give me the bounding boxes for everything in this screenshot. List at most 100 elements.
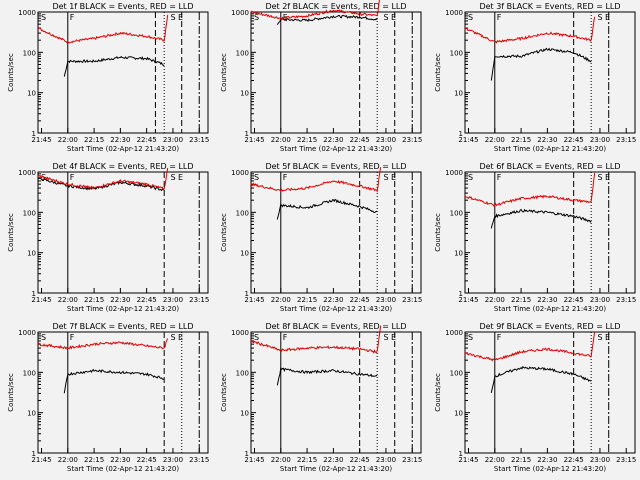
x-tick-label: 21:45 — [244, 136, 264, 144]
marker-label-f: F — [283, 333, 288, 342]
x-axis-label: Start Time (02-Apr-12 21:43:20) — [494, 465, 606, 473]
y-tick-label: 1 — [245, 130, 249, 138]
x-tick-label: 22:00 — [271, 296, 291, 304]
panel-title: Det 7f BLACK = Events, RED = LLD — [52, 322, 193, 331]
x-tick-label: 22:45 — [350, 456, 370, 464]
series-events-line — [276, 14, 378, 25]
x-tick-label: 22:00 — [271, 456, 291, 464]
x-axis-label: Start Time (02-Apr-12 21:43:20) — [280, 465, 392, 473]
x-tick-label: 23:00 — [590, 296, 610, 304]
marker-label-se: S E — [170, 13, 183, 22]
panel-title: Det 6f BLACK = Events, RED = LLD — [479, 162, 620, 171]
plot-frame — [250, 11, 422, 134]
x-tick-label: 22:30 — [537, 296, 557, 304]
x-tick-label: 22:45 — [137, 136, 157, 144]
x-tick-label: 22:30 — [323, 456, 343, 464]
marker-label-f: F — [70, 333, 75, 342]
x-tick-label: 23:00 — [163, 296, 183, 304]
series-events-line — [276, 198, 378, 220]
marker-label-f: F — [497, 13, 502, 22]
y-tick-label: 1000 — [231, 169, 249, 177]
y-tick-label: 1000 — [18, 9, 36, 17]
y-axis-label: Counts/sec — [220, 53, 228, 92]
panel-det-5: Det 5f BLACK = Events, RED = LLD 1 10 100 10… — [220, 162, 422, 313]
y-tick-label: 10 — [240, 250, 249, 258]
x-tick-label: 23:15 — [189, 136, 209, 144]
marker-label-se: S E — [383, 13, 396, 22]
panel-title: Det 2f BLACK = Events, RED = LLD — [265, 2, 406, 11]
y-axis-label: Counts/sec — [220, 373, 228, 412]
series-events-line — [37, 176, 165, 192]
x-tick-label: 21:45 — [458, 136, 478, 144]
x-axis-label: Start Time (02-Apr-12 21:43:20) — [280, 145, 392, 153]
x-tick-label: 22:30 — [110, 456, 130, 464]
y-tick-label: 10 — [240, 410, 249, 418]
y-tick-label: 10 — [454, 250, 463, 258]
x-tick-label: 22:45 — [350, 296, 370, 304]
series-events-line — [63, 368, 165, 394]
x-tick-label: 23:15 — [189, 456, 209, 464]
marker-label-f: F — [70, 173, 75, 182]
panel-det-4: Det 4f BLACK = Events, RED = LLD 1 10 100 10… — [7, 162, 209, 313]
x-tick-label: 22:00 — [271, 136, 291, 144]
y-tick-label: 1 — [32, 450, 36, 458]
x-tick-label: 23:15 — [402, 136, 422, 144]
y-tick-label: 100 — [23, 49, 36, 57]
marker-label-se: S E — [383, 333, 396, 342]
panel-det-8: Det 8f BLACK = Events, RED = LLD 1 10 100 10… — [220, 322, 422, 473]
marker-label-s: S — [254, 13, 259, 22]
y-tick-label: 1000 — [18, 169, 36, 177]
x-tick-label: 22:15 — [297, 136, 317, 144]
x-tick-label: 23:00 — [590, 136, 610, 144]
x-tick-label: 22:30 — [323, 296, 343, 304]
x-tick-label: 21:45 — [458, 456, 478, 464]
x-tick-label: 22:30 — [110, 296, 130, 304]
series-lld-line — [464, 16, 596, 44]
marker-label-s: S — [468, 333, 473, 342]
y-tick-label: 10 — [27, 90, 36, 98]
x-tick-label: 22:45 — [564, 136, 584, 144]
x-tick-label: 22:45 — [564, 456, 584, 464]
y-tick-label: 100 — [23, 209, 36, 217]
plot-frame — [464, 171, 636, 294]
panel-title: Det 4f BLACK = Events, RED = LLD — [52, 162, 193, 171]
x-tick-label: 22:30 — [537, 136, 557, 144]
x-tick-label: 21:45 — [31, 456, 51, 464]
series-lld-line — [464, 331, 596, 362]
x-tick-label: 22:15 — [297, 296, 317, 304]
y-axis-label: Counts/sec — [434, 53, 442, 92]
marker-label-se: S E — [597, 13, 610, 22]
marker-label-f: F — [283, 173, 288, 182]
x-tick-label: 22:00 — [485, 136, 505, 144]
y-tick-label: 10 — [27, 250, 36, 258]
x-tick-label: 22:45 — [137, 296, 157, 304]
y-tick-label: 1000 — [18, 329, 36, 337]
panel-title: Det 3f BLACK = Events, RED = LLD — [479, 2, 620, 11]
x-tick-label: 21:45 — [244, 296, 264, 304]
x-tick-label: 22:00 — [485, 456, 505, 464]
x-tick-label: 23:15 — [616, 296, 636, 304]
y-tick-label: 100 — [236, 209, 249, 217]
marker-label-s: S — [468, 13, 473, 22]
marker-label-s: S — [468, 173, 473, 182]
series-events-line — [490, 208, 592, 229]
x-axis-label: Start Time (02-Apr-12 21:43:20) — [67, 465, 179, 473]
panel-det-6: Det 6f BLACK = Events, RED = LLD 1 10 100 10… — [434, 162, 636, 313]
series-lld-line — [250, 325, 382, 354]
panel-det-2: Det 2f BLACK = Events, RED = LLD 1 10 100 10… — [220, 0, 422, 153]
y-axis-label: Counts/sec — [7, 373, 15, 412]
marker-label-f: F — [497, 333, 502, 342]
marker-label-se: S E — [170, 173, 183, 182]
y-tick-label: 100 — [450, 209, 463, 217]
x-tick-label: 22:45 — [564, 296, 584, 304]
y-axis-label: Counts/sec — [434, 213, 442, 252]
marker-label-s: S — [41, 333, 46, 342]
x-tick-label: 22:00 — [58, 136, 78, 144]
x-tick-label: 22:30 — [323, 136, 343, 144]
series-events-line — [276, 366, 378, 386]
panel-title: Det 5f BLACK = Events, RED = LLD — [265, 162, 406, 171]
marker-label-se: S E — [597, 333, 610, 342]
plot-frame — [37, 171, 209, 294]
panel-title: Det 1f BLACK = Events, RED = LLD — [52, 2, 193, 11]
